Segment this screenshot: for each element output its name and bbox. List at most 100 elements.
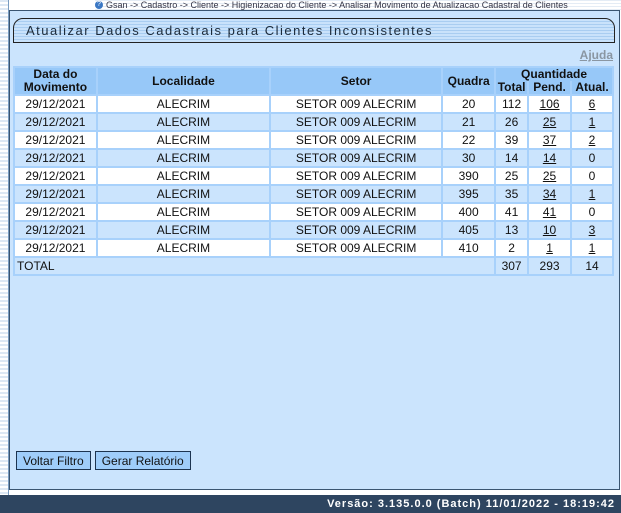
cell-pend: 25	[527, 166, 572, 186]
header-total: Total	[494, 81, 530, 96]
pend-link[interactable]: 25	[542, 115, 557, 129]
cell-atual: 0	[570, 202, 614, 222]
cell-data: 29/12/2021	[13, 166, 98, 186]
left-menu-strip	[0, 0, 9, 495]
cell-data: 29/12/2021	[13, 148, 98, 168]
voltar-filtro-button[interactable]: Voltar Filtro	[16, 451, 91, 470]
cell-localidade: ALECRIM	[95, 130, 272, 150]
header-setor: Setor	[269, 66, 444, 96]
main-panel: Atualizar Dados Cadastrais para Clientes…	[9, 10, 620, 490]
atual-link[interactable]: 6	[588, 97, 596, 111]
cell-pend: 41	[527, 202, 572, 222]
cell-localidade: ALECRIM	[95, 94, 272, 114]
total-atual: 14	[570, 256, 614, 276]
version-footer: Versão: 3.135.0.0 (Batch) 11/01/2022 - 1…	[0, 495, 621, 513]
cell-data: 29/12/2021	[13, 220, 98, 240]
header-atual: Atual.	[570, 81, 614, 96]
table-row: 29/12/2021 ALECRIM SETOR 009 ALECRIM 390 25 2…	[13, 166, 614, 186]
cell-pend: 37	[527, 130, 572, 150]
page-title: Atualizar Dados Cadastrais para Clientes…	[13, 18, 615, 43]
total-total: 307	[494, 256, 530, 276]
cell-setor: SETOR 009 ALECRIM	[269, 238, 444, 258]
pend-link[interactable]: 41	[542, 205, 557, 219]
gerar-relatorio-button[interactable]: Gerar Relatório	[94, 451, 191, 470]
pend-link[interactable]: 106	[539, 97, 560, 111]
pend-link[interactable]: 10	[542, 223, 557, 237]
cell-atual: 1	[570, 238, 614, 258]
cell-pend: 14	[527, 148, 572, 168]
table-row: 29/12/2021 ALECRIM SETOR 009 ALECRIM 21 26 25…	[13, 112, 614, 132]
table-row: 29/12/2021 ALECRIM SETOR 009 ALECRIM 400 41 4…	[13, 202, 614, 222]
cell-quadra: 30	[441, 148, 497, 168]
cell-quadra: 20	[441, 94, 497, 114]
atual-link[interactable]: 1	[588, 241, 596, 255]
cell-pend: 1	[527, 238, 572, 258]
cell-localidade: ALECRIM	[95, 112, 272, 132]
cell-quadra: 400	[441, 202, 497, 222]
cell-atual: 0	[570, 166, 614, 186]
cell-setor: SETOR 009 ALECRIM	[269, 166, 444, 186]
atual-link[interactable]: 1	[588, 115, 596, 129]
cell-setor: SETOR 009 ALECRIM	[269, 130, 444, 150]
cell-localidade: ALECRIM	[95, 148, 272, 168]
table-row: 29/12/2021 ALECRIM SETOR 009 ALECRIM 395 35 3…	[13, 184, 614, 204]
atual-link[interactable]: 2	[588, 133, 596, 147]
cell-data: 29/12/2021	[13, 112, 98, 132]
breadcrumb: ? Gsan -> Cadastro -> Cliente -> Higieniz…	[95, 0, 621, 10]
cell-localidade: ALECRIM	[95, 184, 272, 204]
cell-data: 29/12/2021	[13, 202, 98, 222]
cell-pend: 106	[527, 94, 572, 114]
table-row: 29/12/2021 ALECRIM SETOR 009 ALECRIM 30 14 14…	[13, 148, 614, 168]
help-link[interactable]: Ajuda	[579, 48, 613, 62]
cell-total: 112	[494, 94, 530, 114]
table-row: 29/12/2021 ALECRIM SETOR 009 ALECRIM 22 39 37…	[13, 130, 614, 150]
cell-atual: 3	[570, 220, 614, 240]
cell-total: 35	[494, 184, 530, 204]
header-data: Data do Movimento	[13, 66, 98, 96]
breadcrumb-text: Gsan -> Cadastro -> Cliente -> Higieniza…	[106, 0, 568, 10]
header-pend: Pend.	[527, 81, 572, 96]
cell-setor: SETOR 009 ALECRIM	[269, 112, 444, 132]
cell-setor: SETOR 009 ALECRIM	[269, 184, 444, 204]
table-row: 29/12/2021 ALECRIM SETOR 009 ALECRIM 410 2 1 1	[13, 238, 614, 258]
cell-total: 13	[494, 220, 530, 240]
cell-localidade: ALECRIM	[95, 166, 272, 186]
cell-data: 29/12/2021	[13, 94, 98, 114]
cell-total: 41	[494, 202, 530, 222]
header-quantidade: Quantidade	[494, 66, 614, 81]
cell-data: 29/12/2021	[13, 130, 98, 150]
cell-total: 26	[494, 112, 530, 132]
cell-atual: 1	[570, 184, 614, 204]
cell-localidade: ALECRIM	[95, 220, 272, 240]
cell-atual: 6	[570, 94, 614, 114]
help-icon: ?	[95, 1, 103, 9]
cell-total: 2	[494, 238, 530, 258]
total-pend: 293	[527, 256, 572, 276]
cell-atual: 1	[570, 112, 614, 132]
pend-link[interactable]: 37	[542, 133, 557, 147]
cell-pend: 10	[527, 220, 572, 240]
atual-link[interactable]: 1	[588, 187, 596, 201]
cell-quadra: 410	[441, 238, 497, 258]
cell-setor: SETOR 009 ALECRIM	[269, 202, 444, 222]
pend-link[interactable]: 1	[546, 241, 553, 255]
cell-localidade: ALECRIM	[95, 202, 272, 222]
cell-localidade: ALECRIM	[95, 238, 272, 258]
movements-table: Data do Movimento Localidade Setor Quadr…	[12, 66, 614, 276]
cell-total: 39	[494, 130, 530, 150]
cell-setor: SETOR 009 ALECRIM	[269, 94, 444, 114]
header-localidade: Localidade	[95, 66, 272, 96]
cell-quadra: 390	[441, 166, 497, 186]
cell-quadra: 22	[441, 130, 497, 150]
cell-setor: SETOR 009 ALECRIM	[269, 220, 444, 240]
pend-link[interactable]: 34	[542, 187, 557, 201]
table-row: 29/12/2021 ALECRIM SETOR 009 ALECRIM 20 112 1…	[13, 94, 614, 114]
cell-data: 29/12/2021	[13, 238, 98, 258]
atual-link[interactable]: 3	[588, 223, 596, 237]
cell-quadra: 395	[441, 184, 497, 204]
pend-link[interactable]: 25	[542, 169, 557, 183]
table-row: 29/12/2021 ALECRIM SETOR 009 ALECRIM 405 13 1…	[13, 220, 614, 240]
cell-pend: 34	[527, 184, 572, 204]
pend-link[interactable]: 14	[542, 151, 557, 165]
cell-total: 14	[494, 148, 530, 168]
